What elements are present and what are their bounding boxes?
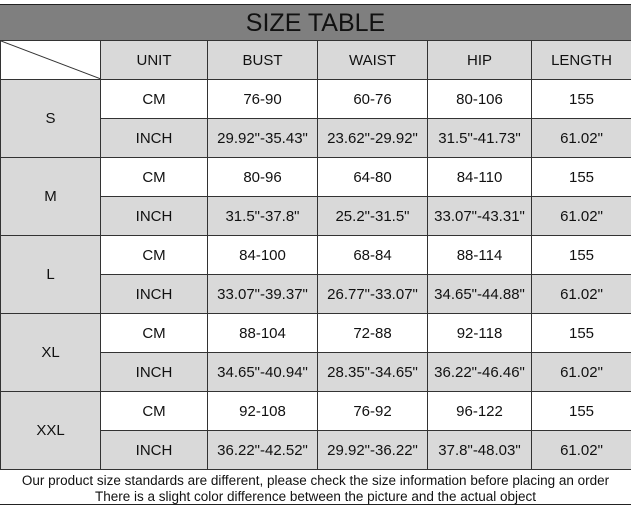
unit-cell: INCH	[100, 430, 208, 470]
value-cell: 88-104	[207, 313, 318, 353]
value-cell: 26.77"-33.07"	[317, 274, 428, 314]
header-bust: BUST	[207, 40, 318, 80]
unit-cell: CM	[100, 79, 208, 119]
value-cell: 80-96	[207, 157, 318, 197]
unit-cell: INCH	[100, 196, 208, 236]
value-cell: 23.62"-29.92"	[317, 118, 428, 158]
value-cell: 84-100	[207, 235, 318, 275]
value-cell: 25.2"-31.5"	[317, 196, 428, 236]
table-row: M CM 80-96 64-80 84-110 155	[0, 157, 631, 236]
value-cell: 60-76	[317, 79, 428, 119]
diagonal-line	[1, 41, 101, 79]
footer-note: There is a slight color difference betwe…	[94, 489, 537, 504]
value-cell: 33.07"-43.31"	[427, 196, 532, 236]
value-cell: 88-114	[427, 235, 532, 275]
value-cell: 96-122	[427, 391, 532, 431]
size-label: XL	[0, 313, 101, 392]
header-unit: UNIT	[100, 40, 208, 80]
value-cell: 155	[531, 313, 631, 353]
table-row: INCH 31.5"-37.8" 25.2"-31.5" 33.07"-43.31" 6…	[1, 196, 631, 236]
table-row: INCH 34.65"-40.94" 28.35"-34.65" 36.22"-46.…	[1, 352, 631, 392]
value-cell: 84-110	[427, 157, 532, 197]
unit-cell: INCH	[100, 352, 208, 392]
value-cell: 36.22"-42.52"	[207, 430, 318, 470]
value-cell: 155	[531, 79, 631, 119]
header-row: UNIT BUST WAIST HIP LENGTH	[0, 40, 631, 80]
value-cell: 80-106	[427, 79, 532, 119]
table-row: XXL CM 92-108 76-92 96-122 155	[0, 391, 631, 470]
size-label: M	[0, 157, 101, 236]
value-cell: 76-92	[317, 391, 428, 431]
value-cell: 68-84	[317, 235, 428, 275]
table-row: INCH 33.07"-39.37" 26.77"-33.07" 34.65"-44.…	[1, 274, 631, 314]
value-cell: 76-90	[207, 79, 318, 119]
unit-cell: CM	[100, 157, 208, 197]
value-cell: 31.5"-41.73"	[427, 118, 532, 158]
value-cell: 29.92"-35.43"	[207, 118, 318, 158]
value-cell: 155	[531, 235, 631, 275]
table-row: INCH 29.92"-35.43" 23.62"-29.92" 31.5"-41.7…	[1, 118, 631, 158]
header-waist: WAIST	[317, 40, 428, 80]
value-cell: 34.65"-40.94"	[207, 352, 318, 392]
value-cell: 64-80	[317, 157, 428, 197]
footer-note: Our product size standards are different…	[21, 473, 610, 488]
value-cell: 155	[531, 391, 631, 431]
table-title: SIZE TABLE	[0, 4, 631, 41]
value-cell: 61.02"	[531, 118, 631, 158]
value-cell: 33.07"-39.37"	[207, 274, 318, 314]
table-row: L CM 84-100 68-84 88-114 155	[0, 235, 631, 314]
value-cell: 28.35"-34.65"	[317, 352, 428, 392]
unit-cell: CM	[100, 391, 208, 431]
value-cell: 155	[531, 157, 631, 197]
size-label: L	[0, 235, 101, 314]
value-cell: 61.02"	[531, 274, 631, 314]
value-cell: 29.92"-36.22"	[317, 430, 428, 470]
value-cell: 61.02"	[531, 352, 631, 392]
header-length: LENGTH	[531, 40, 631, 80]
value-cell: 36.22"-46.46"	[427, 352, 532, 392]
value-cell: 72-88	[317, 313, 428, 353]
table-row: S CM 76-90 60-76 80-106 155	[0, 79, 631, 158]
value-cell: 31.5"-37.8"	[207, 196, 318, 236]
value-cell: 92-118	[427, 313, 532, 353]
value-cell: 61.02"	[531, 430, 631, 470]
size-label: S	[0, 79, 101, 158]
size-table: UNIT BUST WAIST HIP LENGTH S CM 76-90 60-76…	[0, 40, 631, 470]
value-cell: 37.8"-48.03"	[427, 430, 532, 470]
header-hip: HIP	[427, 40, 532, 80]
unit-cell: INCH	[100, 274, 208, 314]
table-row: XL CM 88-104 72-88 92-118 155	[0, 313, 631, 392]
value-cell: 92-108	[207, 391, 318, 431]
footer-notes: Our product size standards are different…	[0, 470, 631, 505]
unit-cell: CM	[100, 313, 208, 353]
table-row: INCH 36.22"-42.52" 29.92"-36.22" 37.8"-48.0…	[1, 430, 631, 470]
value-cell: 61.02"	[531, 196, 631, 236]
value-cell: 34.65"-44.88"	[427, 274, 532, 314]
size-label: XXL	[0, 391, 101, 470]
unit-cell: INCH	[100, 118, 208, 158]
unit-cell: CM	[100, 235, 208, 275]
corner-cell	[0, 40, 101, 80]
